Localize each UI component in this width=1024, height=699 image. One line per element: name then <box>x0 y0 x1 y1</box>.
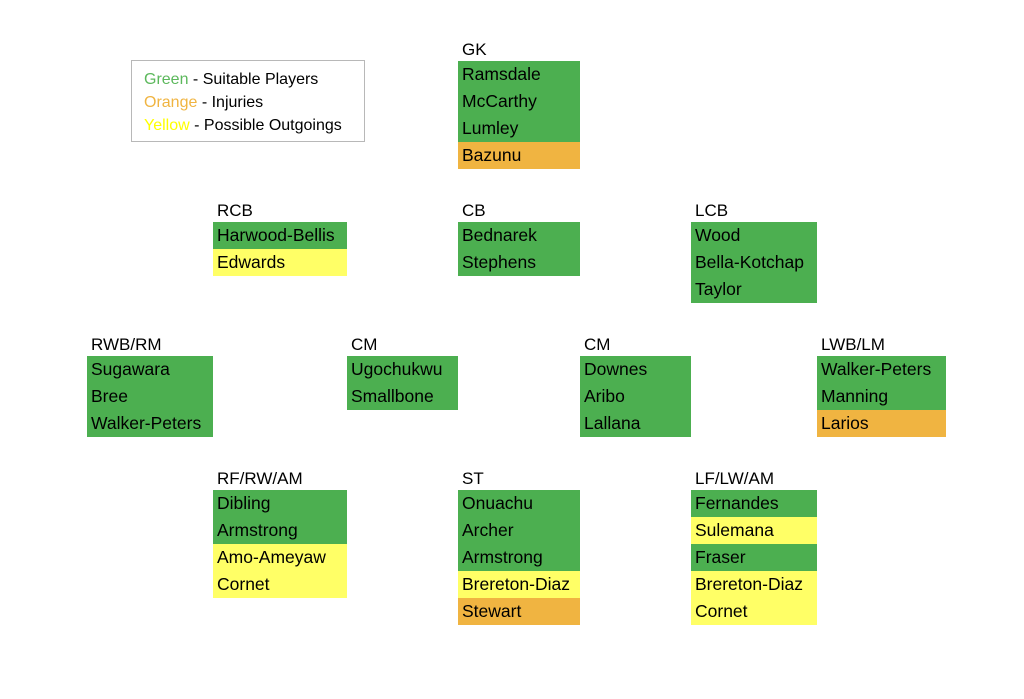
player-cell: Ugochukwu <box>347 356 458 383</box>
player-cell: Taylor <box>691 276 817 303</box>
position-group-cm: CM Downes Aribo Lallana <box>580 334 691 437</box>
player-cell: Cornet <box>691 598 817 625</box>
position-group-lf-lw-am: LF/LW/AM Fernandes Sulemana Fraser Brereton-… <box>691 468 817 625</box>
player-cell: Onuachu <box>458 490 580 517</box>
player-cell: Ramsdale <box>458 61 580 88</box>
position-group-gk: GK Ramsdale McCarthy Lumley Bazunu <box>458 39 580 169</box>
position-label: CB <box>462 201 486 220</box>
player-cell: Brereton-Diaz <box>691 571 817 598</box>
player-cell: Dibling <box>213 490 347 517</box>
player-cell: Smallbone <box>347 383 458 410</box>
position-group-st: ST Onuachu Archer Armstrong Brereton-Diaz Ste… <box>458 468 580 625</box>
position-label: RCB <box>217 201 253 220</box>
legend-row-green: Green - Suitable Players <box>144 68 364 91</box>
legend-word-green: Green <box>144 71 189 88</box>
position-label: LCB <box>695 201 729 220</box>
player-cell: Bella-Kotchap <box>691 249 817 276</box>
player-cell: Manning <box>817 383 946 410</box>
player-cell: Lallana <box>580 410 691 437</box>
player-cell: Larios <box>817 410 946 437</box>
player-cell: Edwards <box>213 249 347 276</box>
position-label: RF/RW/AM <box>217 469 303 488</box>
position-group-rcb: RCB Harwood-Bellis Edwards <box>213 200 347 276</box>
player-cell: Bree <box>87 383 213 410</box>
legend-desc-green: - Suitable Players <box>188 71 319 88</box>
legend-word-orange: Orange <box>144 94 198 111</box>
player-cell: Bazunu <box>458 142 580 169</box>
player-cell: Brereton-Diaz <box>458 571 580 598</box>
player-cell: Cornet <box>213 571 347 598</box>
player-cell: Stephens <box>458 249 580 276</box>
position-label: CM <box>351 335 378 354</box>
player-cell: Lumley <box>458 115 580 142</box>
position-group-rf-rw-am: RF/RW/AM Dibling Armstrong Amo-Ameyaw Cornet <box>213 468 347 598</box>
legend-row-orange: Orange - Injuries <box>144 91 364 114</box>
player-cell: Fernandes <box>691 490 817 517</box>
position-label: LF/LW/AM <box>695 469 775 488</box>
player-cell: Walker-Peters <box>87 410 213 437</box>
position-group-lwb-lm: LWB/LM Walker-Peters Manning Larios <box>817 334 946 437</box>
player-cell: McCarthy <box>458 88 580 115</box>
player-cell: Armstrong <box>213 517 347 544</box>
position-label: ST <box>462 469 484 488</box>
legend-row-yellow: Yellow - Possible Outgoings <box>144 114 364 137</box>
legend-box: Green - Suitable Players Orange - Injuri… <box>131 60 365 142</box>
position-group-rwb-rm: RWB/RM Sugawara Bree Walker-Peters <box>87 334 213 437</box>
player-cell: Sugawara <box>87 356 213 383</box>
position-group-cb: CB Bednarek Stephens <box>458 200 580 276</box>
position-group-cm: CM Ugochukwu Smallbone <box>347 334 458 410</box>
player-cell: Downes <box>580 356 691 383</box>
player-cell: Aribo <box>580 383 691 410</box>
player-cell: Wood <box>691 222 817 249</box>
position-label: CM <box>584 335 611 354</box>
player-cell: Amo-Ameyaw <box>213 544 347 571</box>
position-group-lcb: LCB Wood Bella-Kotchap Taylor <box>691 200 817 303</box>
player-cell: Archer <box>458 517 580 544</box>
player-cell: Fraser <box>691 544 817 571</box>
legend-desc-yellow: - Possible Outgoings <box>189 117 342 134</box>
player-cell: Harwood-Bellis <box>213 222 347 249</box>
legend-desc-orange: - Injuries <box>197 94 264 111</box>
player-cell: Sulemana <box>691 517 817 544</box>
player-cell: Walker-Peters <box>817 356 946 383</box>
player-cell: Stewart <box>458 598 580 625</box>
player-cell: Armstrong <box>458 544 580 571</box>
position-label: RWB/RM <box>91 335 162 354</box>
player-cell: Bednarek <box>458 222 580 249</box>
position-label: GK <box>462 40 487 59</box>
position-label: LWB/LM <box>821 335 885 354</box>
legend-word-yellow: Yellow <box>144 117 190 134</box>
